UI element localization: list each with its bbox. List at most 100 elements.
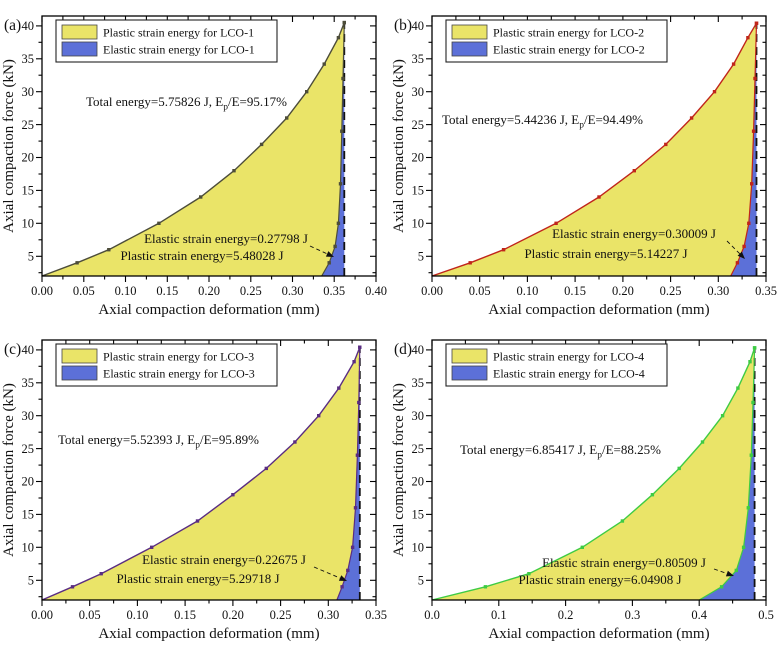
annotation-arrow-head (325, 251, 334, 257)
elastic-strain-area (699, 347, 755, 600)
marker (285, 116, 289, 120)
marker (720, 414, 725, 418)
axis-ticks (36, 340, 377, 606)
y-tick-label: 5 (418, 250, 424, 264)
marker (305, 90, 309, 94)
x-tick-label: 0.10 (115, 284, 137, 298)
y-tick-label: 15 (412, 508, 425, 522)
marker (340, 129, 344, 133)
y-tick-label: 30 (412, 85, 425, 99)
panel-d: 0.0 0.1 0.2 0.3 0.4 0.5 5 10 15 20 25 30 35 40 (d) Ax… (390, 324, 780, 648)
data-point-markers (75, 20, 346, 265)
marker (341, 76, 345, 81)
y-tick-label: 5 (418, 574, 424, 588)
total-suffix: /E=88.25% (602, 442, 661, 457)
marker (340, 585, 344, 589)
chart-c: 0.00 0.05 0.10 0.15 0.20 0.25 0.30 0.35 5 10 15 20 2… (1, 339, 387, 642)
x-tick-label: 0.15 (174, 608, 196, 622)
marker (700, 440, 705, 444)
plastic-energy-annotation-c: Plastic strain energy=5.29718 J (116, 571, 279, 586)
y-axis-title-a: Axial compaction force (kN) (1, 59, 17, 233)
marker (712, 90, 717, 94)
unloading-curve (698, 347, 756, 601)
marker (293, 440, 297, 444)
x-axis-title-a: Axial compaction deformation (mm) (98, 302, 319, 318)
tick-labels: 0.0 0.1 0.2 0.3 0.4 0.5 5 10 15 20 25 30 35 40 (412, 343, 774, 622)
x-tick-label: 0.35 (365, 608, 387, 622)
y-tick-label: 40 (22, 19, 35, 33)
legend-swatch-elastic (451, 365, 488, 381)
marker (322, 62, 326, 66)
marker (746, 36, 750, 40)
legend-label-elastic: Elastic strain energy for LCO-1 (103, 43, 255, 57)
plastic-strain-area (42, 22, 345, 276)
marker (70, 585, 75, 589)
marker (751, 129, 756, 133)
legend-swatch-plastic (61, 24, 98, 40)
elastic-strain-area (336, 347, 360, 600)
marker (620, 519, 625, 523)
axis-ticks (426, 16, 767, 282)
x-tick-label: 0.30 (707, 284, 729, 298)
legend-label-plastic: Plastic strain energy for LCO-1 (103, 26, 254, 40)
data-point-markers (70, 345, 362, 589)
annotation-arrow-tail (713, 568, 728, 574)
marker (259, 142, 264, 147)
x-tick-label: 0.00 (31, 284, 53, 298)
y-axis-title-c: Axial compaction force (kN) (1, 383, 17, 557)
total-prefix: Total energy=5.52393 J, E (58, 432, 195, 447)
x-tick-label: 0.3 (625, 608, 641, 622)
loading-curve (431, 22, 758, 277)
marker (735, 261, 740, 265)
legend-c: Plastic strain energy for LCO-3 Elastic … (55, 343, 278, 387)
elastic-energy-annotation-a: Elastic strain energy=0.27798 J (144, 231, 308, 246)
marker (327, 261, 331, 265)
marker (597, 195, 601, 199)
x-tick-label: 0.05 (469, 284, 491, 298)
plot-layer-d: 0.0 0.1 0.2 0.3 0.4 0.5 5 10 15 20 25 30 35 40 (412, 339, 774, 622)
marker (337, 386, 341, 390)
elastic-energy-annotation-c: Elastic strain energy=0.22675 J (142, 552, 306, 567)
panel-a: 0.00 0.05 0.10 0.15 0.20 0.25 0.30 0.35 0.40 5 10 1… (0, 0, 390, 324)
y-tick-label: 20 (22, 475, 35, 489)
x-tick-label: 0.20 (222, 608, 244, 622)
y-tick-label: 35 (22, 52, 35, 66)
marker (746, 506, 750, 510)
marker (352, 360, 356, 364)
marker (650, 493, 655, 497)
x-axis-title-b: Axial compaction deformation (mm) (488, 302, 709, 318)
y-tick-label: 35 (412, 376, 425, 390)
total-subscript: p (223, 103, 228, 113)
total-subscript: p (597, 451, 602, 461)
y-tick-label: 35 (412, 52, 425, 66)
legend-swatch-plastic (451, 348, 488, 364)
y-tick-label: 25 (22, 442, 35, 456)
marker (231, 493, 235, 497)
y-axis-title-d: Axial compaction force (kN) (391, 383, 407, 557)
x-tick-label: 0.25 (660, 284, 682, 298)
total-suffix: /E=95.17% (228, 94, 287, 109)
marker (232, 169, 236, 173)
marker (468, 261, 472, 265)
x-tick-label: 0.25 (270, 608, 292, 622)
y-tick-label: 40 (412, 343, 425, 357)
legend-label-plastic: Plastic strain energy for LCO-2 (493, 26, 644, 40)
marker (741, 545, 746, 549)
y-tick-label: 10 (412, 541, 425, 555)
y-tick-label: 15 (412, 184, 425, 198)
marker (336, 221, 341, 225)
y-tick-label: 5 (28, 250, 34, 264)
total-subscript: p (579, 121, 584, 131)
y-tick-label: 40 (412, 19, 425, 33)
panel-label-b: (b) (394, 17, 412, 34)
x-tick-label: 0.5 (758, 608, 774, 622)
y-tick-label: 30 (412, 409, 425, 423)
x-tick-label: 0.35 (755, 284, 777, 298)
x-tick-label: 0.20 (612, 284, 634, 298)
plastic-strain-area (432, 23, 757, 277)
total-prefix: Total energy=6.85417 J, E (460, 442, 597, 457)
marker (107, 248, 111, 252)
marker (346, 568, 350, 573)
annotation-arrow-tail (313, 566, 341, 579)
annotation-arrow-head (737, 251, 745, 259)
